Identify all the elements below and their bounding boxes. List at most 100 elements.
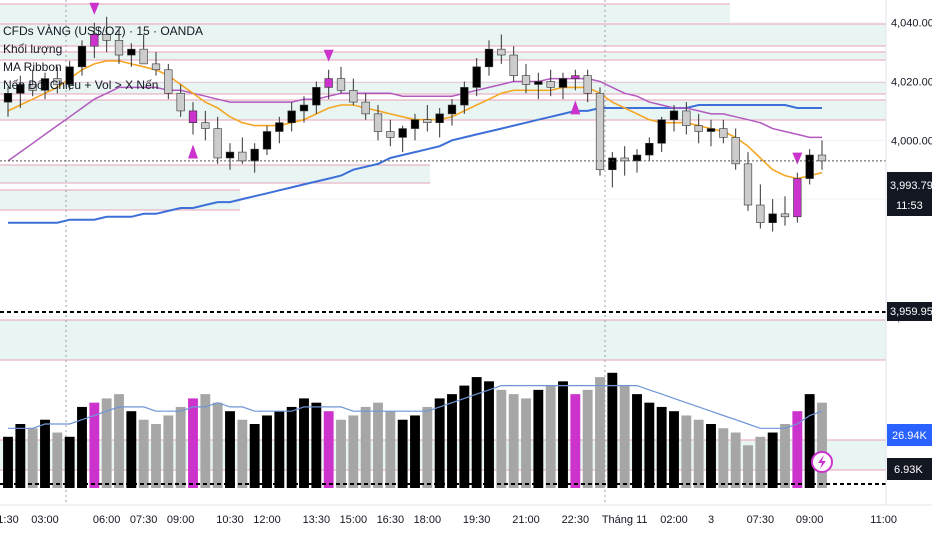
- candle-body: [225, 151, 235, 159]
- zone-band: [0, 190, 240, 210]
- candle-body: [188, 110, 198, 123]
- candle-body: [534, 81, 543, 85]
- candle-body: [324, 78, 333, 88]
- zone-band: [0, 320, 886, 360]
- volume-bar: [138, 419, 149, 488]
- legend-volume[interactable]: Khối lượng: [3, 42, 63, 56]
- zone-band: [0, 4, 730, 24]
- candle-body: [731, 137, 740, 165]
- volume-bar: [151, 424, 161, 488]
- candle-body: [805, 154, 814, 179]
- volume-bar: [126, 411, 137, 488]
- volume-bar: [77, 406, 87, 488]
- volume-bar: [40, 419, 50, 488]
- candle-body: [472, 66, 481, 88]
- volume-bar: [336, 419, 346, 488]
- volume-bar: [533, 389, 544, 488]
- candle-body: [151, 63, 161, 71]
- volume-bar: [262, 415, 272, 488]
- legend-indicator[interactable]: Nến Đối Chiều + Vol > X Nến: [3, 78, 159, 92]
- candle-body: [694, 125, 703, 132]
- candle-body: [595, 92, 605, 171]
- candles-layer: [3, 16, 827, 232]
- volume-bar: [89, 402, 100, 488]
- last-price-text: 3,993.798: [890, 180, 932, 192]
- x-tick-label: 12:00: [253, 514, 281, 526]
- candle-body: [521, 75, 531, 85]
- volume-bar: [249, 424, 260, 488]
- volume-bar: [237, 419, 248, 488]
- x-tick-label: 09:00: [796, 514, 824, 526]
- volume-bar: [521, 398, 531, 488]
- volume-bar: [743, 445, 753, 488]
- alert-icon[interactable]: [811, 451, 833, 473]
- volume-bar: [669, 411, 679, 488]
- volume-bar: [484, 381, 494, 488]
- volume-bar: [64, 436, 75, 488]
- volume-bar: [299, 398, 309, 488]
- time-axis[interactable]: 1:30 03:00 06:00 07:30 09:00 10:30 12:00 13:30 1…: [0, 514, 897, 526]
- candle-body: [262, 131, 272, 150]
- candle-body: [484, 48, 494, 68]
- volume-bar: [3, 436, 13, 488]
- volume-bar: [447, 394, 457, 488]
- candle-body: [645, 142, 654, 156]
- candle-body: [743, 163, 753, 206]
- candle-body: [176, 92, 185, 112]
- candle-body: [817, 154, 827, 162]
- candle-body: [201, 122, 210, 129]
- x-tick-label: 13:30: [303, 514, 331, 526]
- volume-bar: [582, 389, 593, 488]
- y-tick-label: 4,020.000: [891, 77, 932, 89]
- candle-body: [410, 119, 420, 129]
- volume-bar: [607, 372, 618, 488]
- zone-band: [0, 24, 886, 46]
- candle-body: [299, 104, 309, 112]
- candle-body: [398, 128, 407, 138]
- candle-body: [558, 78, 568, 88]
- x-tick-label: 02:00: [660, 514, 688, 526]
- candle-body: [114, 40, 124, 56]
- volume-bar: [595, 377, 605, 488]
- volume-bar: [804, 394, 815, 488]
- candle-body: [719, 128, 728, 138]
- candle-body: [102, 34, 111, 41]
- candle-body: [546, 81, 555, 88]
- volume-bar: [718, 428, 729, 488]
- x-tick-label: 16:30: [377, 514, 405, 526]
- volume-bar: [656, 406, 667, 488]
- volume-bar: [459, 385, 470, 488]
- chart-legend: CFDs VÀNG (US$/OZ) · 15 · OANDA Khối lượ…: [3, 22, 203, 94]
- volume-bar: [286, 406, 297, 488]
- candle-body: [682, 110, 691, 126]
- volume-bar: [385, 411, 396, 488]
- price-axis[interactable]: 4,040.0004,020.0004,000.0003,980.0003,94…: [891, 18, 932, 324]
- volume-bar: [422, 406, 433, 488]
- volume-bar: [114, 394, 124, 488]
- candle-body: [706, 128, 716, 132]
- volume-ma-text: 26.94K: [892, 430, 928, 442]
- legend-symbol[interactable]: CFDs VÀNG (US$/OZ) · 15 · OANDA: [3, 24, 204, 38]
- volume-bar: [311, 402, 322, 488]
- signal-up-marker: [570, 100, 581, 115]
- candle-body: [435, 113, 444, 123]
- volume-bar: [508, 394, 519, 488]
- volume-bar: [101, 398, 112, 488]
- signals-layer: [89, 2, 803, 165]
- x-tick-label: 06:00: [93, 514, 121, 526]
- candle-body: [669, 110, 679, 121]
- last-price-tag: 3,993.798 11:53: [887, 172, 932, 216]
- volume-bars: [3, 372, 827, 488]
- volume-bar: [15, 424, 26, 488]
- volume-last-text: 6.93K: [894, 464, 923, 476]
- candle-body: [250, 148, 259, 162]
- volume-bar: [496, 389, 507, 488]
- legend-ribbon[interactable]: MA Ribbon: [3, 60, 62, 74]
- volume-bar: [163, 415, 174, 488]
- candle-body: [793, 178, 802, 218]
- candle-body: [28, 84, 37, 91]
- candle-body: [423, 119, 432, 123]
- volume-bar: [780, 424, 790, 488]
- volume-bar: [471, 377, 482, 488]
